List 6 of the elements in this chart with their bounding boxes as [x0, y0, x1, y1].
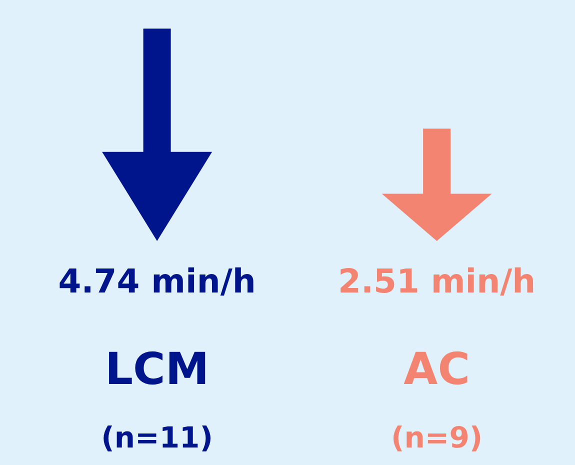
- category-label: LCM: [104, 344, 210, 395]
- data-label: 4.74 min/h: [58, 262, 256, 301]
- data-label: 2.51 min/h: [338, 262, 536, 301]
- text: (n=9): [391, 420, 483, 455]
- category-label: AC: [404, 344, 470, 395]
- text: (n=11): [101, 420, 213, 455]
